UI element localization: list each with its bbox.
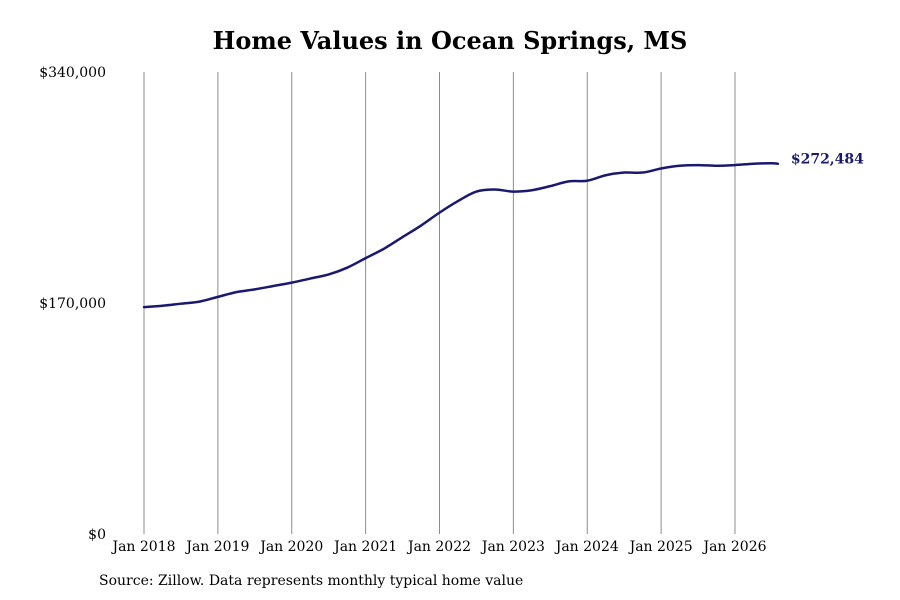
x-tick-label: Jan 2019 [184,539,249,555]
y-tick-label: $170,000 [39,296,106,312]
x-tick-label: Jan 2026 [701,539,766,555]
home-value-line [142,162,780,309]
chart-title: Home Values in Ocean Springs, MS [212,26,688,55]
y-tick-label: $0 [88,527,106,543]
y-tick-label: $340,000 [39,65,106,81]
x-tick-label: Jan 2024 [554,539,619,555]
x-tick-label: Jan 2018 [110,539,175,555]
x-tick-label: Jan 2021 [332,539,397,555]
x-tick-label: Jan 2022 [406,539,471,555]
end-value-label: $272,484 [791,152,864,168]
x-tick-label: Jan 2025 [628,539,693,555]
source-note: Source: Zillow. Data represents monthly … [99,573,524,589]
x-tick-label: Jan 2023 [480,539,545,555]
x-tick-label: Jan 2020 [258,539,323,555]
